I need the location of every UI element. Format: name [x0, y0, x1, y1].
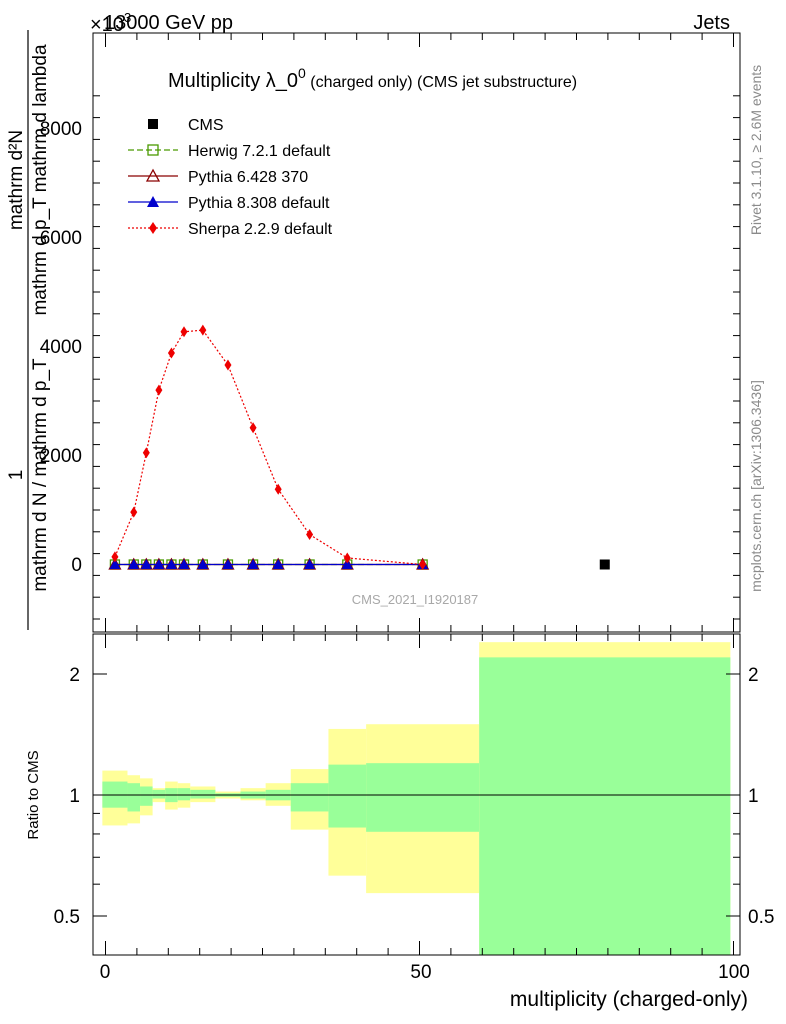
- legend-entry: CMS: [148, 117, 224, 134]
- data-point: [304, 559, 316, 569]
- legend-marker: [145, 168, 161, 182]
- data-point: [247, 559, 259, 569]
- x-axis-label: multiplicity (charged-only): [510, 988, 748, 1011]
- main-axis-ticks: [93, 33, 740, 632]
- series-sherpa-2-2-9-default: [111, 324, 427, 570]
- cms-data-point: [599, 559, 610, 570]
- legend-marker: [147, 196, 159, 207]
- ratio-inner-band: [328, 764, 367, 828]
- main-y-axis-label: 1 mathrm d²N mathrm d N / mathrm d p_T m…: [6, 30, 51, 630]
- ratio-inner-band: [127, 783, 141, 812]
- legend-label: Pythia 6.428 370: [188, 169, 308, 186]
- ratio-inner-band: [177, 788, 191, 801]
- legend-marker: [147, 144, 159, 156]
- y-label-denominator-left: mathrm d N / mathrm d p_T: [30, 358, 51, 592]
- data-point: [167, 347, 175, 359]
- analysis-watermark: CMS_2021_I1920187: [352, 592, 479, 607]
- data-point: [197, 559, 209, 569]
- y-tick-label: 0: [71, 555, 82, 576]
- data-point: [130, 506, 138, 518]
- legend-label: Herwig 7.2.1 default: [188, 143, 331, 160]
- legend-label: Pythia 8.308 default: [188, 195, 330, 212]
- x-tick-label: 100: [718, 962, 750, 983]
- data-point: [178, 559, 190, 569]
- data-point: [249, 422, 257, 434]
- data-series: [108, 324, 610, 570]
- data-point: [165, 559, 177, 569]
- data-point: [109, 559, 121, 569]
- data-point: [153, 559, 165, 569]
- legend: CMS Herwig 7.2.1 default Pythia 6.428 370 P…: [128, 117, 333, 238]
- data-point: [222, 559, 234, 569]
- data-point: [140, 559, 152, 569]
- ratio-y-tick-label-right: 0.5: [748, 907, 774, 928]
- data-point: [306, 529, 314, 541]
- data-point: [155, 384, 163, 396]
- y-label-numerator-left: 1: [6, 470, 27, 481]
- data-point: [199, 324, 207, 336]
- legend-label: Sherpa 2.2.9 default: [188, 221, 333, 238]
- ratio-y-tick-label-right: 1: [748, 786, 759, 807]
- data-point: [272, 559, 284, 569]
- y-label-numerator-right: mathrm d²N: [6, 130, 27, 230]
- data-point: [180, 326, 188, 338]
- series-line: [114, 329, 423, 566]
- ratio-inner-band: [290, 783, 329, 812]
- plot-title: Multiplicity λ_00 (charged only) (CMS je…: [168, 65, 577, 92]
- data-point: [341, 559, 353, 569]
- ratio-inner-band: [140, 786, 153, 806]
- data-point: [419, 559, 427, 570]
- y-tick-label: 6000: [40, 228, 82, 249]
- legend-entry: Pythia 6.428 370: [128, 168, 308, 186]
- ratio-y-tick-label: 0.5: [54, 907, 80, 928]
- x-tick-label: 50: [410, 962, 431, 983]
- ratio-inner-band: [152, 789, 166, 799]
- ratio-inner-band: [190, 789, 216, 799]
- data-point: [224, 359, 232, 371]
- y-tick-label: 8000: [40, 119, 82, 140]
- mcplots-credit-label: mcplots.cern.ch [arXiv:1306.3436]: [748, 380, 764, 592]
- data-point: [274, 483, 282, 495]
- main-plot-frame: [92, 32, 741, 633]
- y-tick-label: 4000: [40, 337, 82, 358]
- legend-marker: [148, 119, 158, 129]
- process-label: Jets: [693, 12, 730, 34]
- data-point: [343, 552, 351, 564]
- legend-entry: Pythia 8.308 default: [128, 195, 330, 212]
- ratio-y-tick-label: 1: [69, 786, 80, 807]
- legend-entry: Sherpa 2.2.9 default: [128, 221, 333, 238]
- y-exponent-label: ×103: [90, 10, 131, 36]
- ratio-inner-band: [479, 657, 731, 955]
- legend-marker: [149, 222, 157, 234]
- rivet-version-label: Rivet 3.1.10, ≥ 2.6M events: [748, 65, 764, 235]
- ratio-y-tick-label-right: 2: [748, 665, 759, 686]
- legend-label: CMS: [188, 117, 224, 134]
- y-tick-label: 2000: [40, 446, 82, 467]
- ratio-y-axis-label: Ratio to CMS: [25, 750, 42, 839]
- ratio-error-bands: [102, 642, 731, 955]
- data-point: [128, 559, 140, 569]
- legend-entry: Herwig 7.2.1 default: [128, 143, 331, 160]
- x-tick-label: 0: [100, 962, 111, 983]
- energy-label: 13000 GeV pp: [104, 12, 233, 34]
- data-point: [111, 551, 119, 563]
- data-point: [142, 447, 150, 459]
- y-label-denominator-right: mathrm d p_T mathrm d lambda: [30, 44, 51, 315]
- ratio-inner-band: [366, 763, 480, 832]
- ratio-y-tick-label: 2: [69, 665, 80, 686]
